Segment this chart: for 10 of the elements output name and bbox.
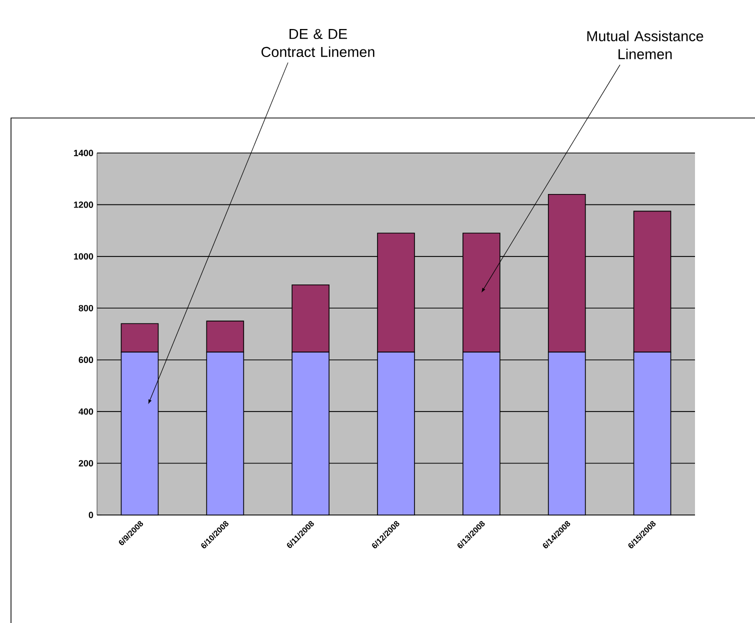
text: DE & DE Contract Linemen [262,28,374,58]
y-tick-label: 400 [78,408,94,415]
y-tick-label: 800 [78,304,94,312]
y-tick-label: 1000 [74,253,94,260]
y-tick-label: 200 [78,460,94,466]
y-tick-label: 1400 [74,150,94,156]
y-tick-label: 1200 [74,202,94,208]
y-tick-label: 0 [88,512,94,518]
text: Mutual Assistance Linemen [587,30,704,60]
y-tick-label: 600 [78,356,94,364]
